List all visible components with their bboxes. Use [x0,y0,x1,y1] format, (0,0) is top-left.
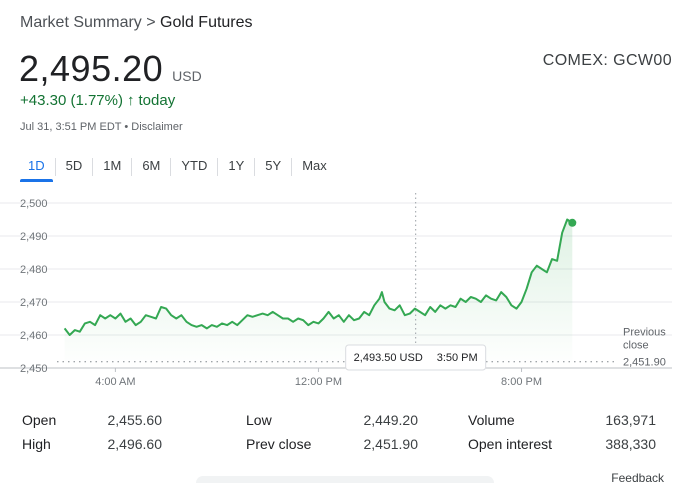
stat-label-high: High [22,436,51,452]
range-tabs: 1D 5D 1M 6M YTD 1Y 5Y Max [18,152,337,182]
breadcrumb-parent[interactable]: Market Summary [20,14,142,31]
price-line [63,218,573,336]
previous-close-label: Previous close 2,451.90 [623,327,666,369]
tab-divider [217,158,219,176]
chart-tooltip: 2,493.50 USD 3:50 PM [345,344,487,371]
tab-1d[interactable]: 1D [18,152,55,182]
currency-label: USD [172,68,202,84]
previous-close-title: Previous [623,327,666,339]
quote-meta: Jul 31, 3:51 PM EDT • Disclaimer [20,121,183,133]
tab-divider [92,158,94,176]
arrow-up-icon: ↑ [127,92,135,109]
tab-ytd[interactable]: YTD [181,158,208,173]
tab-divider [170,158,172,176]
more-about-pill[interactable] [196,476,494,483]
ticker-symbol: COMEX: GCW00 [542,52,672,69]
tab-1y[interactable]: 1Y [228,158,245,173]
quote-timestamp: Jul 31, 3:51 PM EDT [20,121,122,133]
tab-divider [54,158,56,176]
stat-label-open: Open [22,412,57,428]
x-tick-label: 12:00 PM [295,376,342,388]
price-chart[interactable]: 2,450 2,460 2,470 2,480 2,490 2,500 4:00 AM 12… [0,185,692,395]
stat-value-open-interest: 388,330 [605,436,656,452]
x-axis-labels: 4:00 AM 12:00 PM 8:00 PM [95,368,542,388]
stat-label-volume: Volume [468,412,515,428]
current-price: 2,495.20 [19,48,164,89]
y-tick-label: 2,480 [20,264,48,276]
stat-label-prev-close: Prev close [246,436,312,452]
tooltip-price: 2,493.50 USD [354,352,423,364]
tab-5d[interactable]: 5D [65,158,83,173]
y-tick-label: 2,500 [20,198,48,210]
stat-value-volume: 163,971 [605,412,656,428]
meta-bullet: • [124,121,129,133]
x-tick-label: 4:00 AM [95,376,135,388]
previous-close-value: 2,451.90 [623,357,666,369]
price-change: +43.30 (1.77%) ↑ today [20,92,175,109]
tab-5y[interactable]: 5Y [265,158,282,173]
last-price-dot [568,218,577,227]
feedback-link[interactable]: Feedback [611,471,664,483]
previous-close-subtitle: close [623,340,649,352]
y-tick-label: 2,460 [20,330,48,342]
tab-divider [291,158,293,176]
stat-value-open: 2,455.60 [107,412,163,428]
y-tick-label: 2,490 [20,231,48,243]
tab-divider [131,158,133,176]
stat-value-low: 2,449.20 [363,412,419,428]
stat-label-open-interest: Open interest [468,436,553,452]
tooltip-box [345,344,487,371]
change-period: today [138,92,176,109]
y-axis-labels: 2,450 2,460 2,470 2,480 2,490 2,500 [20,198,48,375]
price-row: 2,495.20 USD [19,48,202,90]
breadcrumb-separator: > [146,14,156,31]
tab-divider [254,158,256,176]
y-tick-label: 2,450 [20,363,48,375]
stat-label-low: Low [246,412,272,428]
tab-6m[interactable]: 6M [142,158,161,173]
breadcrumb: Market Summary > Gold Futures [20,14,253,32]
disclaimer-link[interactable]: Disclaimer [131,121,183,133]
y-tick-label: 2,470 [20,297,48,309]
tooltip-time: 3:50 PM [437,352,478,364]
tab-1m[interactable]: 1M [103,158,122,173]
breadcrumb-current: Gold Futures [160,14,253,31]
change-value: +43.30 (1.77%) [20,92,123,109]
stat-value-high: 2,496.60 [107,436,163,452]
x-tick-label: 8:00 PM [501,376,542,388]
price-area-fill [64,219,573,368]
tab-max[interactable]: Max [302,158,327,173]
stat-value-prev-close: 2,451.90 [363,436,419,452]
